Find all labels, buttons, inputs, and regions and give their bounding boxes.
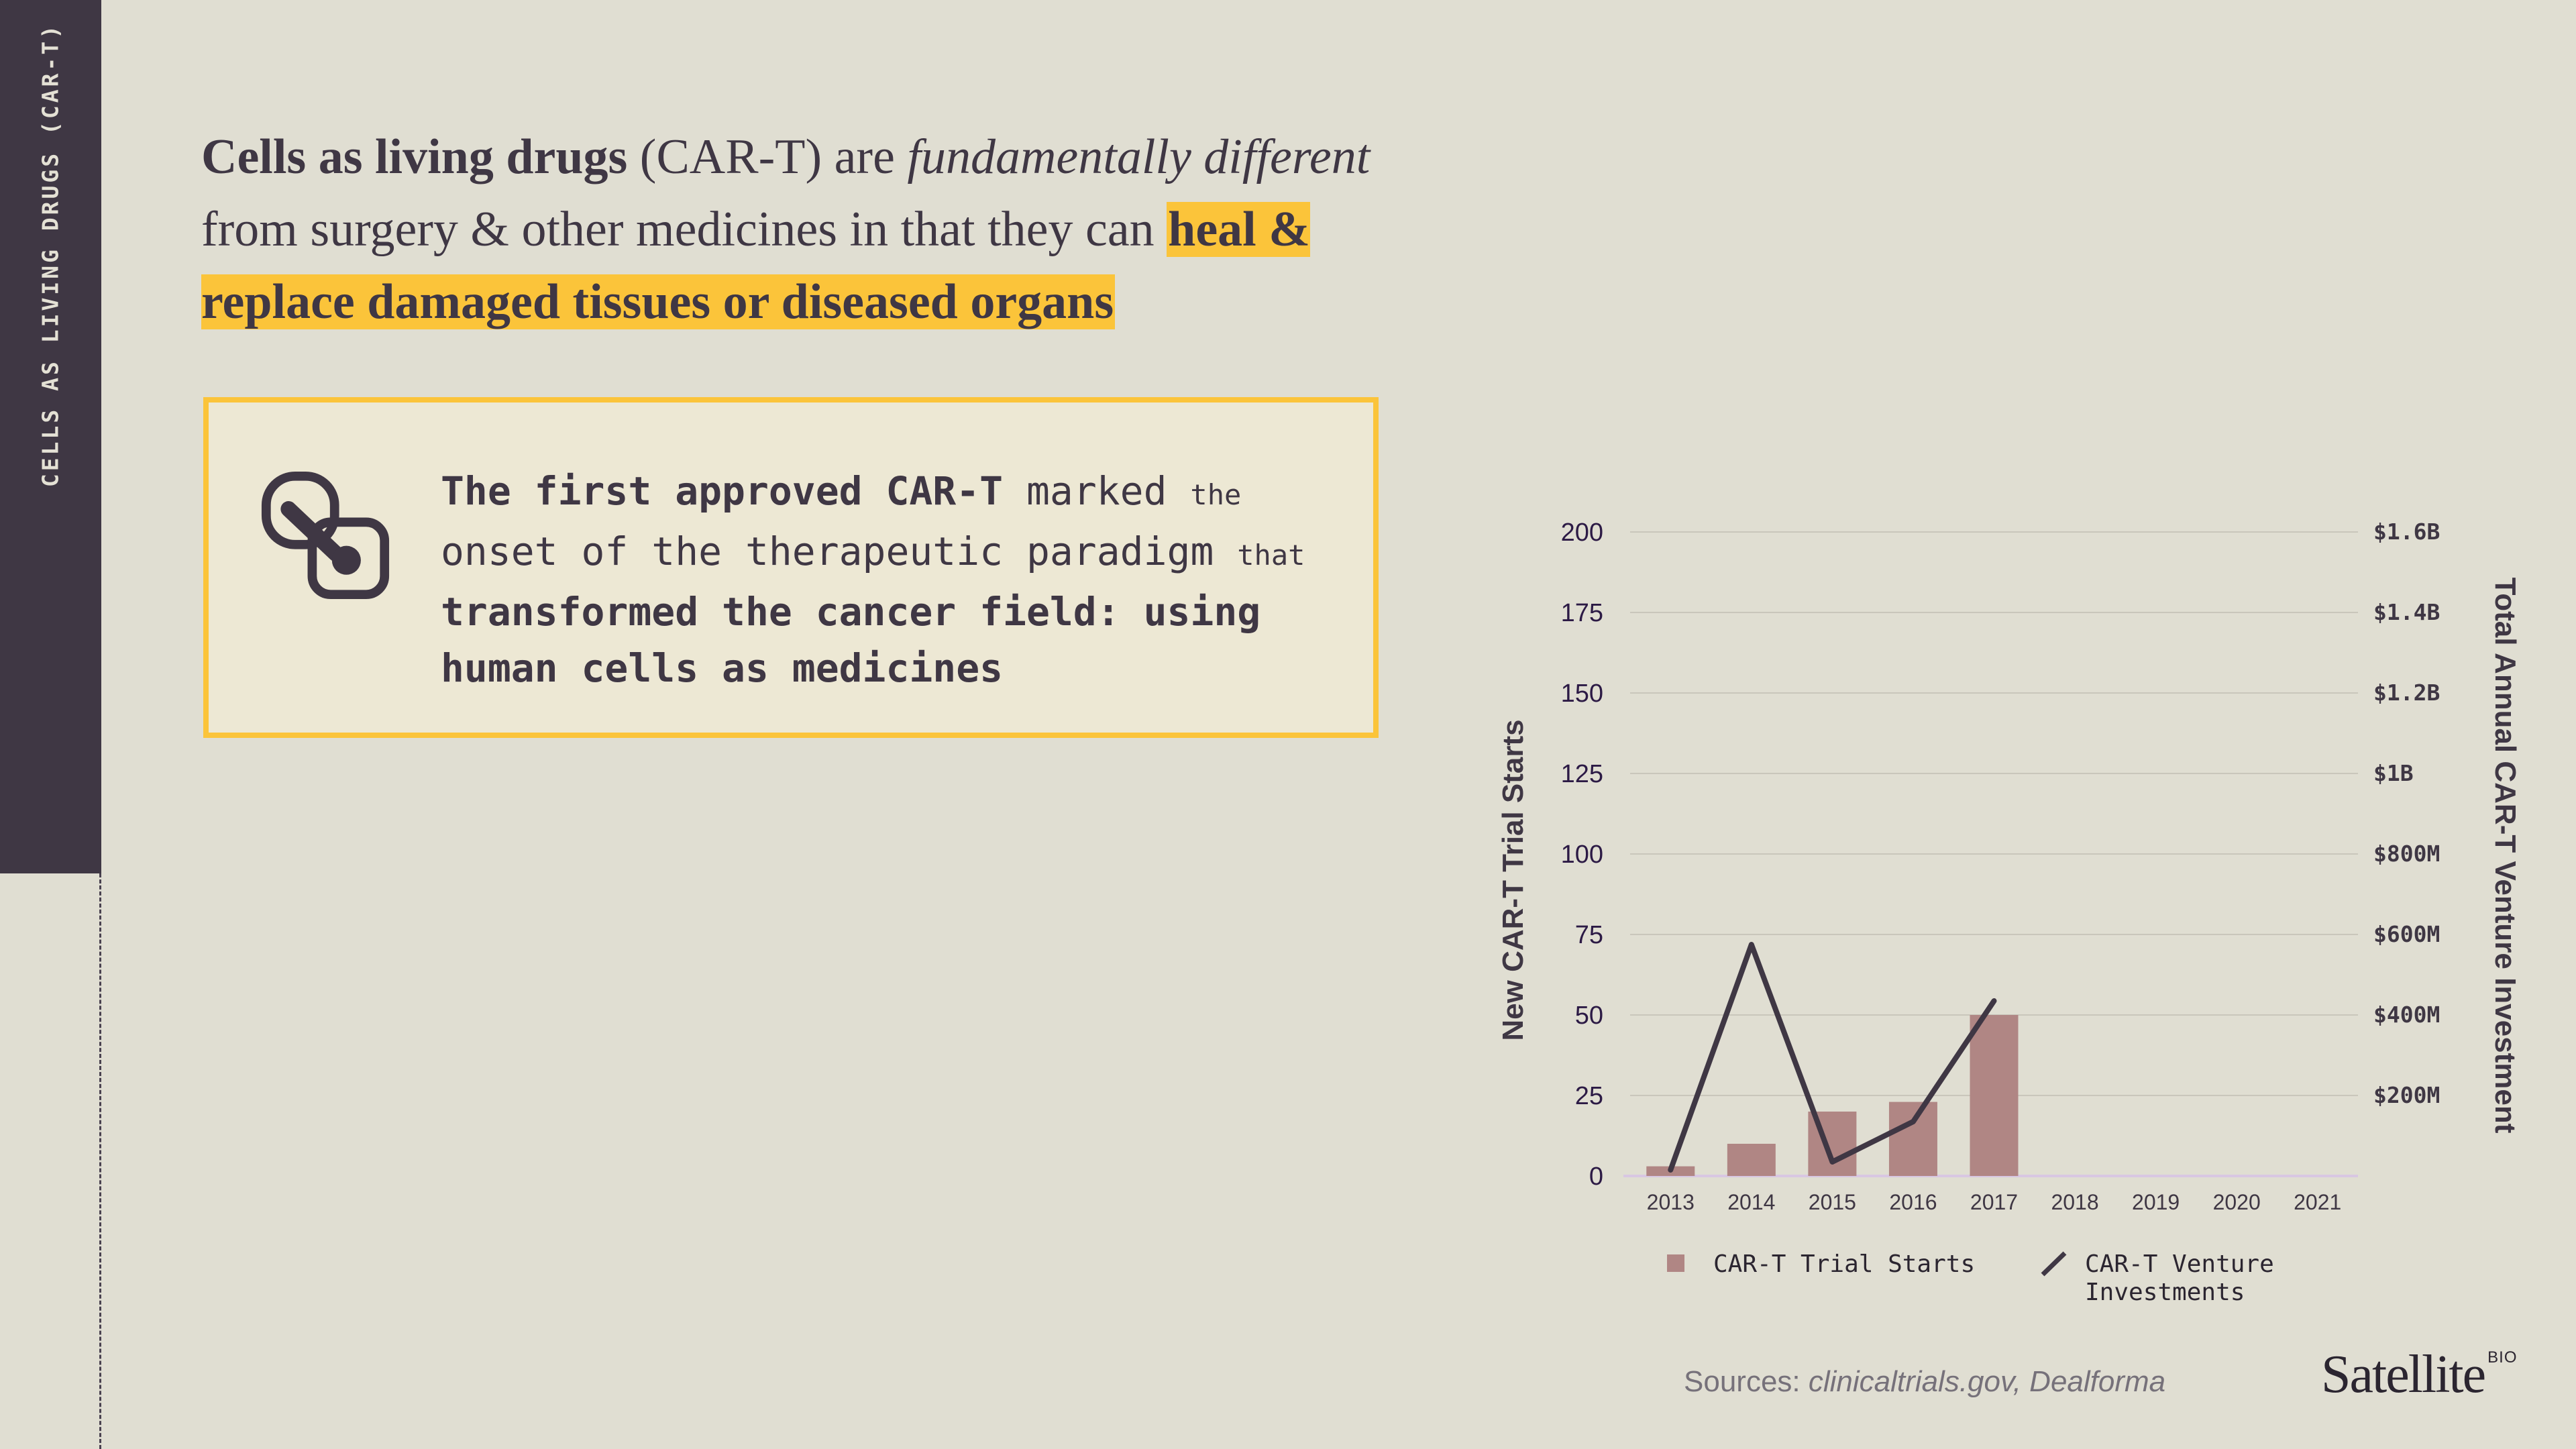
line-point xyxy=(1670,1169,1672,1171)
x-tick-label: 2017 xyxy=(1970,1190,2018,1214)
y-tick-label-left: 125 xyxy=(1561,760,1603,788)
sources-prefix: Sources: xyxy=(1684,1365,1809,1398)
y-tick-label-left: 100 xyxy=(1561,841,1603,869)
y-tick-label-right: $200M xyxy=(2373,1082,2440,1108)
x-tick-label: 2021 xyxy=(2294,1190,2341,1214)
sidebar: CELLS AS LIVING DRUGS (CAR-T) xyxy=(0,0,101,873)
logo-name: Satellite xyxy=(2321,1345,2486,1404)
bar-trial-starts xyxy=(1888,1102,1937,1176)
legend-line-label-2: Investments xyxy=(2085,1279,2245,1306)
bar-trial-starts xyxy=(1970,1015,2019,1176)
line-point xyxy=(1993,1000,1995,1002)
callout-text-small-2: that xyxy=(1237,539,1305,572)
y-tick-label-right: $600M xyxy=(2373,921,2440,947)
line-point xyxy=(1912,1121,1914,1122)
cell-link-icon xyxy=(261,471,390,600)
line-point xyxy=(1750,944,1752,945)
callout-text-small-1: the xyxy=(1190,478,1242,511)
x-tick-label: 2014 xyxy=(1727,1190,1775,1214)
legend-bar-swatch xyxy=(1667,1254,1684,1272)
satellite-bio-logo: Satellite BIO xyxy=(2321,1344,2518,1405)
line-point xyxy=(1831,1161,1833,1163)
y-tick-label-left: 50 xyxy=(1575,1002,1603,1030)
sidebar-dashed-divider xyxy=(99,873,101,1449)
headline: Cells as living drugs (CAR-T) are fundam… xyxy=(201,121,1382,338)
legend-line-swatch xyxy=(2041,1251,2067,1277)
callout-text-2: marked xyxy=(1003,468,1191,514)
sources-list: clinicaltrials.gov, Dealforma xyxy=(1808,1365,2166,1398)
bar-trial-starts xyxy=(1727,1144,1776,1176)
y-tick-label-left: 25 xyxy=(1575,1082,1603,1110)
y-tick-label-right: $1.2B xyxy=(2373,680,2440,706)
x-tick-label: 2016 xyxy=(1889,1190,1937,1214)
callout-box: The first approved CAR-T marked the onse… xyxy=(203,397,1379,738)
y-tick-label-right: $1B xyxy=(2373,760,2414,786)
y-tick-label-left: 200 xyxy=(1561,519,1603,547)
y-tick-label-right: $1.4B xyxy=(2373,599,2440,625)
callout-text-bold-1: The first approved CAR-T xyxy=(441,468,1004,514)
legend-line-label-1: CAR-T Venture xyxy=(2085,1250,2274,1278)
headline-bold: Cells as living drugs xyxy=(201,129,628,184)
x-tick-label: 2018 xyxy=(2051,1190,2098,1214)
y-tick-label-left: 0 xyxy=(1589,1163,1603,1191)
sources: Sources: clinicaltrials.gov, Dealforma xyxy=(1684,1365,2165,1399)
y-axis-title-right: Total Annual CAR-T Venture Investment xyxy=(2489,578,2522,1134)
chart: 0 25 50 75 100 125 150 175 200 $200M $400M $600M $80… xyxy=(1497,519,2522,1306)
x-tick-label: 2019 xyxy=(2132,1190,2180,1214)
headline-italic: fundamentally different xyxy=(907,129,1371,184)
legend-bar-label: CAR-T Trial Starts xyxy=(1713,1250,1975,1278)
x-tick-label: 2020 xyxy=(2213,1190,2261,1214)
y-tick-label-right: $800M xyxy=(2373,841,2440,867)
logo-sup: BIO xyxy=(2487,1348,2518,1366)
headline-text-1: (CAR-T) are xyxy=(627,129,908,184)
sidebar-label: CELLS AS LIVING DRUGS (CAR-T) xyxy=(37,22,64,488)
x-tick-label: 2013 xyxy=(1647,1190,1695,1214)
callout-text-4: onset of the therapeutic paradigm xyxy=(441,529,1238,574)
chart-legend: CAR-T Trial Starts CAR-T Venture Investm… xyxy=(1667,1250,2274,1306)
y-tick-label-right: $1.6B xyxy=(2373,519,2440,545)
y-tick-label-left: 175 xyxy=(1561,599,1603,627)
callout-text-bold-2: transformed the cancer field: using huma… xyxy=(441,589,1261,691)
headline-text-2: from surgery & other medicines in that t… xyxy=(201,202,1167,257)
callout-text: The first approved CAR-T marked the onse… xyxy=(441,463,1340,696)
y-tick-label-left: 150 xyxy=(1561,680,1603,708)
y-tick-label-left: 75 xyxy=(1575,921,1603,949)
y-tick-label-right: $400M xyxy=(2373,1002,2440,1028)
y-axis-title-left: New CAR-T Trial Starts xyxy=(1497,719,1529,1040)
x-tick-label: 2015 xyxy=(1809,1190,1856,1214)
